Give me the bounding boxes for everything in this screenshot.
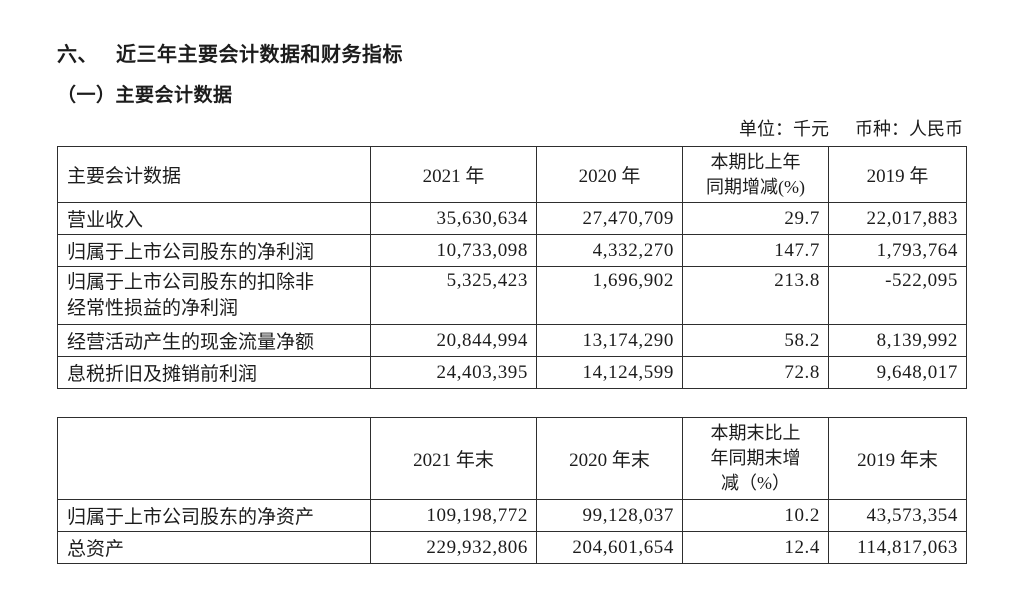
value-2020: 1,696,902 bbox=[536, 266, 683, 325]
value-2020: 27,470,709 bbox=[536, 202, 683, 235]
value-change-pct: 29.7 bbox=[682, 202, 829, 235]
value-2019: 8,139,992 bbox=[828, 324, 967, 357]
value-2020: 4,332,270 bbox=[536, 234, 683, 267]
row-label: 营业收入 bbox=[57, 202, 371, 235]
row-label: 归属于上市公司股东的净资产 bbox=[57, 499, 371, 532]
value-2020: 99,128,037 bbox=[536, 499, 683, 532]
table-row: 归属于上市公司股东的净利润 10,733,098 4,332,270 147.7… bbox=[57, 234, 967, 267]
value-2021: 35,630,634 bbox=[370, 202, 537, 235]
value-change-pct: 147.7 bbox=[682, 234, 829, 267]
value-change-pct: 12.4 bbox=[682, 531, 829, 564]
value-2021: 5,325,423 bbox=[370, 266, 537, 325]
col-header-change-end: 本期末比上 年同期末增 减（%） bbox=[682, 417, 829, 500]
value-change-pct: 213.8 bbox=[682, 266, 829, 325]
value-2021: 229,932,806 bbox=[370, 531, 537, 564]
col-header-empty bbox=[57, 417, 371, 500]
col-header-change: 本期比上年 同期增减(%) bbox=[682, 146, 829, 203]
table-row: 总资产 229,932,806 204,601,654 12.4 114,817… bbox=[57, 531, 967, 564]
row-label: 经营活动产生的现金流量净额 bbox=[57, 324, 371, 357]
header-row: 2021 年末 2020 年末 本期末比上 年同期末增 减（%） 2019 年末 bbox=[57, 417, 967, 500]
value-2021: 109,198,772 bbox=[370, 499, 537, 532]
unit-currency-line: 单位：千元 币种：人民币 bbox=[57, 117, 966, 141]
value-2019: 22,017,883 bbox=[828, 202, 967, 235]
value-2020: 13,174,290 bbox=[536, 324, 683, 357]
col-header-metric: 主要会计数据 bbox=[57, 146, 371, 203]
subsection-heading: （一）主要会计数据 bbox=[57, 85, 233, 106]
value-2021: 20,844,994 bbox=[370, 324, 537, 357]
period-end-table: 2021 年末 2020 年末 本期末比上 年同期末增 减（%） 2019 年末… bbox=[57, 417, 967, 564]
currency-note: 币种：人民币 bbox=[855, 119, 963, 139]
value-2021: 10,733,098 bbox=[370, 234, 537, 267]
value-change-pct: 10.2 bbox=[682, 499, 829, 532]
value-2019: 114,817,063 bbox=[828, 531, 967, 564]
value-2019: 43,573,354 bbox=[828, 499, 967, 532]
col-header-2019: 2019 年 bbox=[828, 146, 967, 203]
section-number: 六、 bbox=[57, 44, 98, 66]
value-2019: 1,793,764 bbox=[828, 234, 967, 267]
table-row: 营业收入 35,630,634 27,470,709 29.7 22,017,8… bbox=[57, 202, 967, 235]
value-change-pct: 72.8 bbox=[682, 356, 829, 389]
value-2019: 9,648,017 bbox=[828, 356, 967, 389]
section-heading: 六、 近三年主要会计数据和财务指标 bbox=[57, 42, 966, 68]
col-header-2020: 2020 年 bbox=[536, 146, 683, 203]
value-2020: 204,601,654 bbox=[536, 531, 683, 564]
value-2019: -522,095 bbox=[828, 266, 967, 325]
col-header-2021: 2021 年 bbox=[370, 146, 537, 203]
row-label: 归属于上市公司股东的扣除非 经常性损益的净利润 bbox=[57, 266, 371, 325]
table-row: 息税折旧及摊销前利润 24,403,395 14,124,599 72.8 9,… bbox=[57, 356, 967, 389]
col-header-2020-end: 2020 年末 bbox=[536, 417, 683, 500]
table-row: 归属于上市公司股东的扣除非 经常性损益的净利润 5,325,423 1,696,… bbox=[57, 266, 967, 325]
header-row: 主要会计数据 2021 年 2020 年 本期比上年 同期增减(%) 2019 … bbox=[57, 146, 967, 203]
value-2021: 24,403,395 bbox=[370, 356, 537, 389]
row-label: 息税折旧及摊销前利润 bbox=[57, 356, 371, 389]
value-change-pct: 58.2 bbox=[682, 324, 829, 357]
table-row: 经营活动产生的现金流量净额 20,844,994 13,174,290 58.2… bbox=[57, 324, 967, 357]
section-title: 近三年主要会计数据和财务指标 bbox=[116, 44, 403, 66]
col-header-2019-end: 2019 年末 bbox=[828, 417, 967, 500]
table-row: 归属于上市公司股东的净资产 109,198,772 99,128,037 10.… bbox=[57, 499, 967, 532]
row-label: 归属于上市公司股东的净利润 bbox=[57, 234, 371, 267]
col-header-2021-end: 2021 年末 bbox=[370, 417, 537, 500]
report-page: 六、 近三年主要会计数据和财务指标 （一）主要会计数据 单位：千元 币种：人民币 … bbox=[57, 42, 967, 564]
unit-note: 单位：千元 bbox=[739, 119, 829, 139]
row-label: 总资产 bbox=[57, 531, 371, 564]
value-2020: 14,124,599 bbox=[536, 356, 683, 389]
main-accounting-table: 主要会计数据 2021 年 2020 年 本期比上年 同期增减(%) 2019 … bbox=[57, 146, 967, 389]
